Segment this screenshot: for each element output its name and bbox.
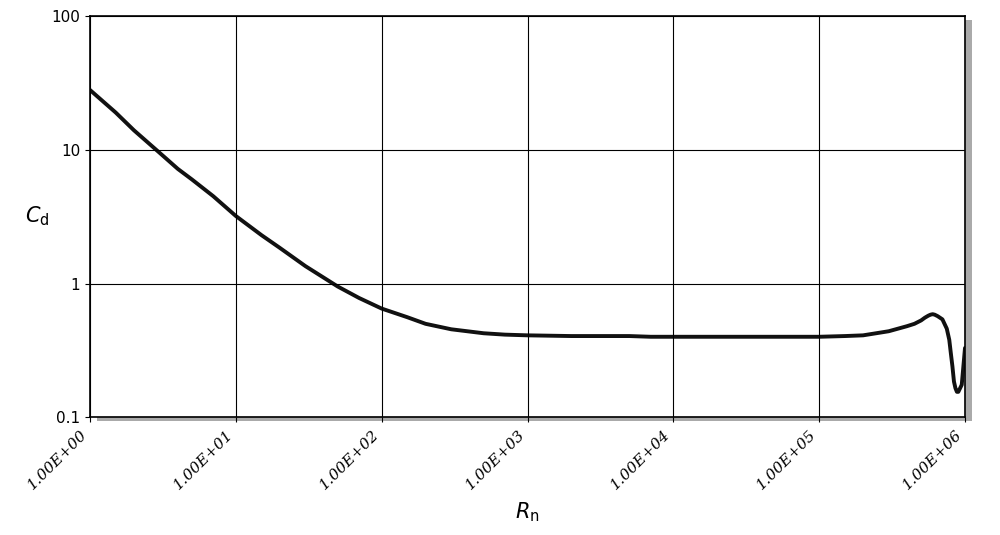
X-axis label: $\mathit{R}_{\mathrm{n}}$: $\mathit{R}_{\mathrm{n}}$ — [515, 500, 540, 524]
Y-axis label: $\mathit{C}_{\mathrm{d}}$: $\mathit{C}_{\mathrm{d}}$ — [25, 205, 50, 228]
